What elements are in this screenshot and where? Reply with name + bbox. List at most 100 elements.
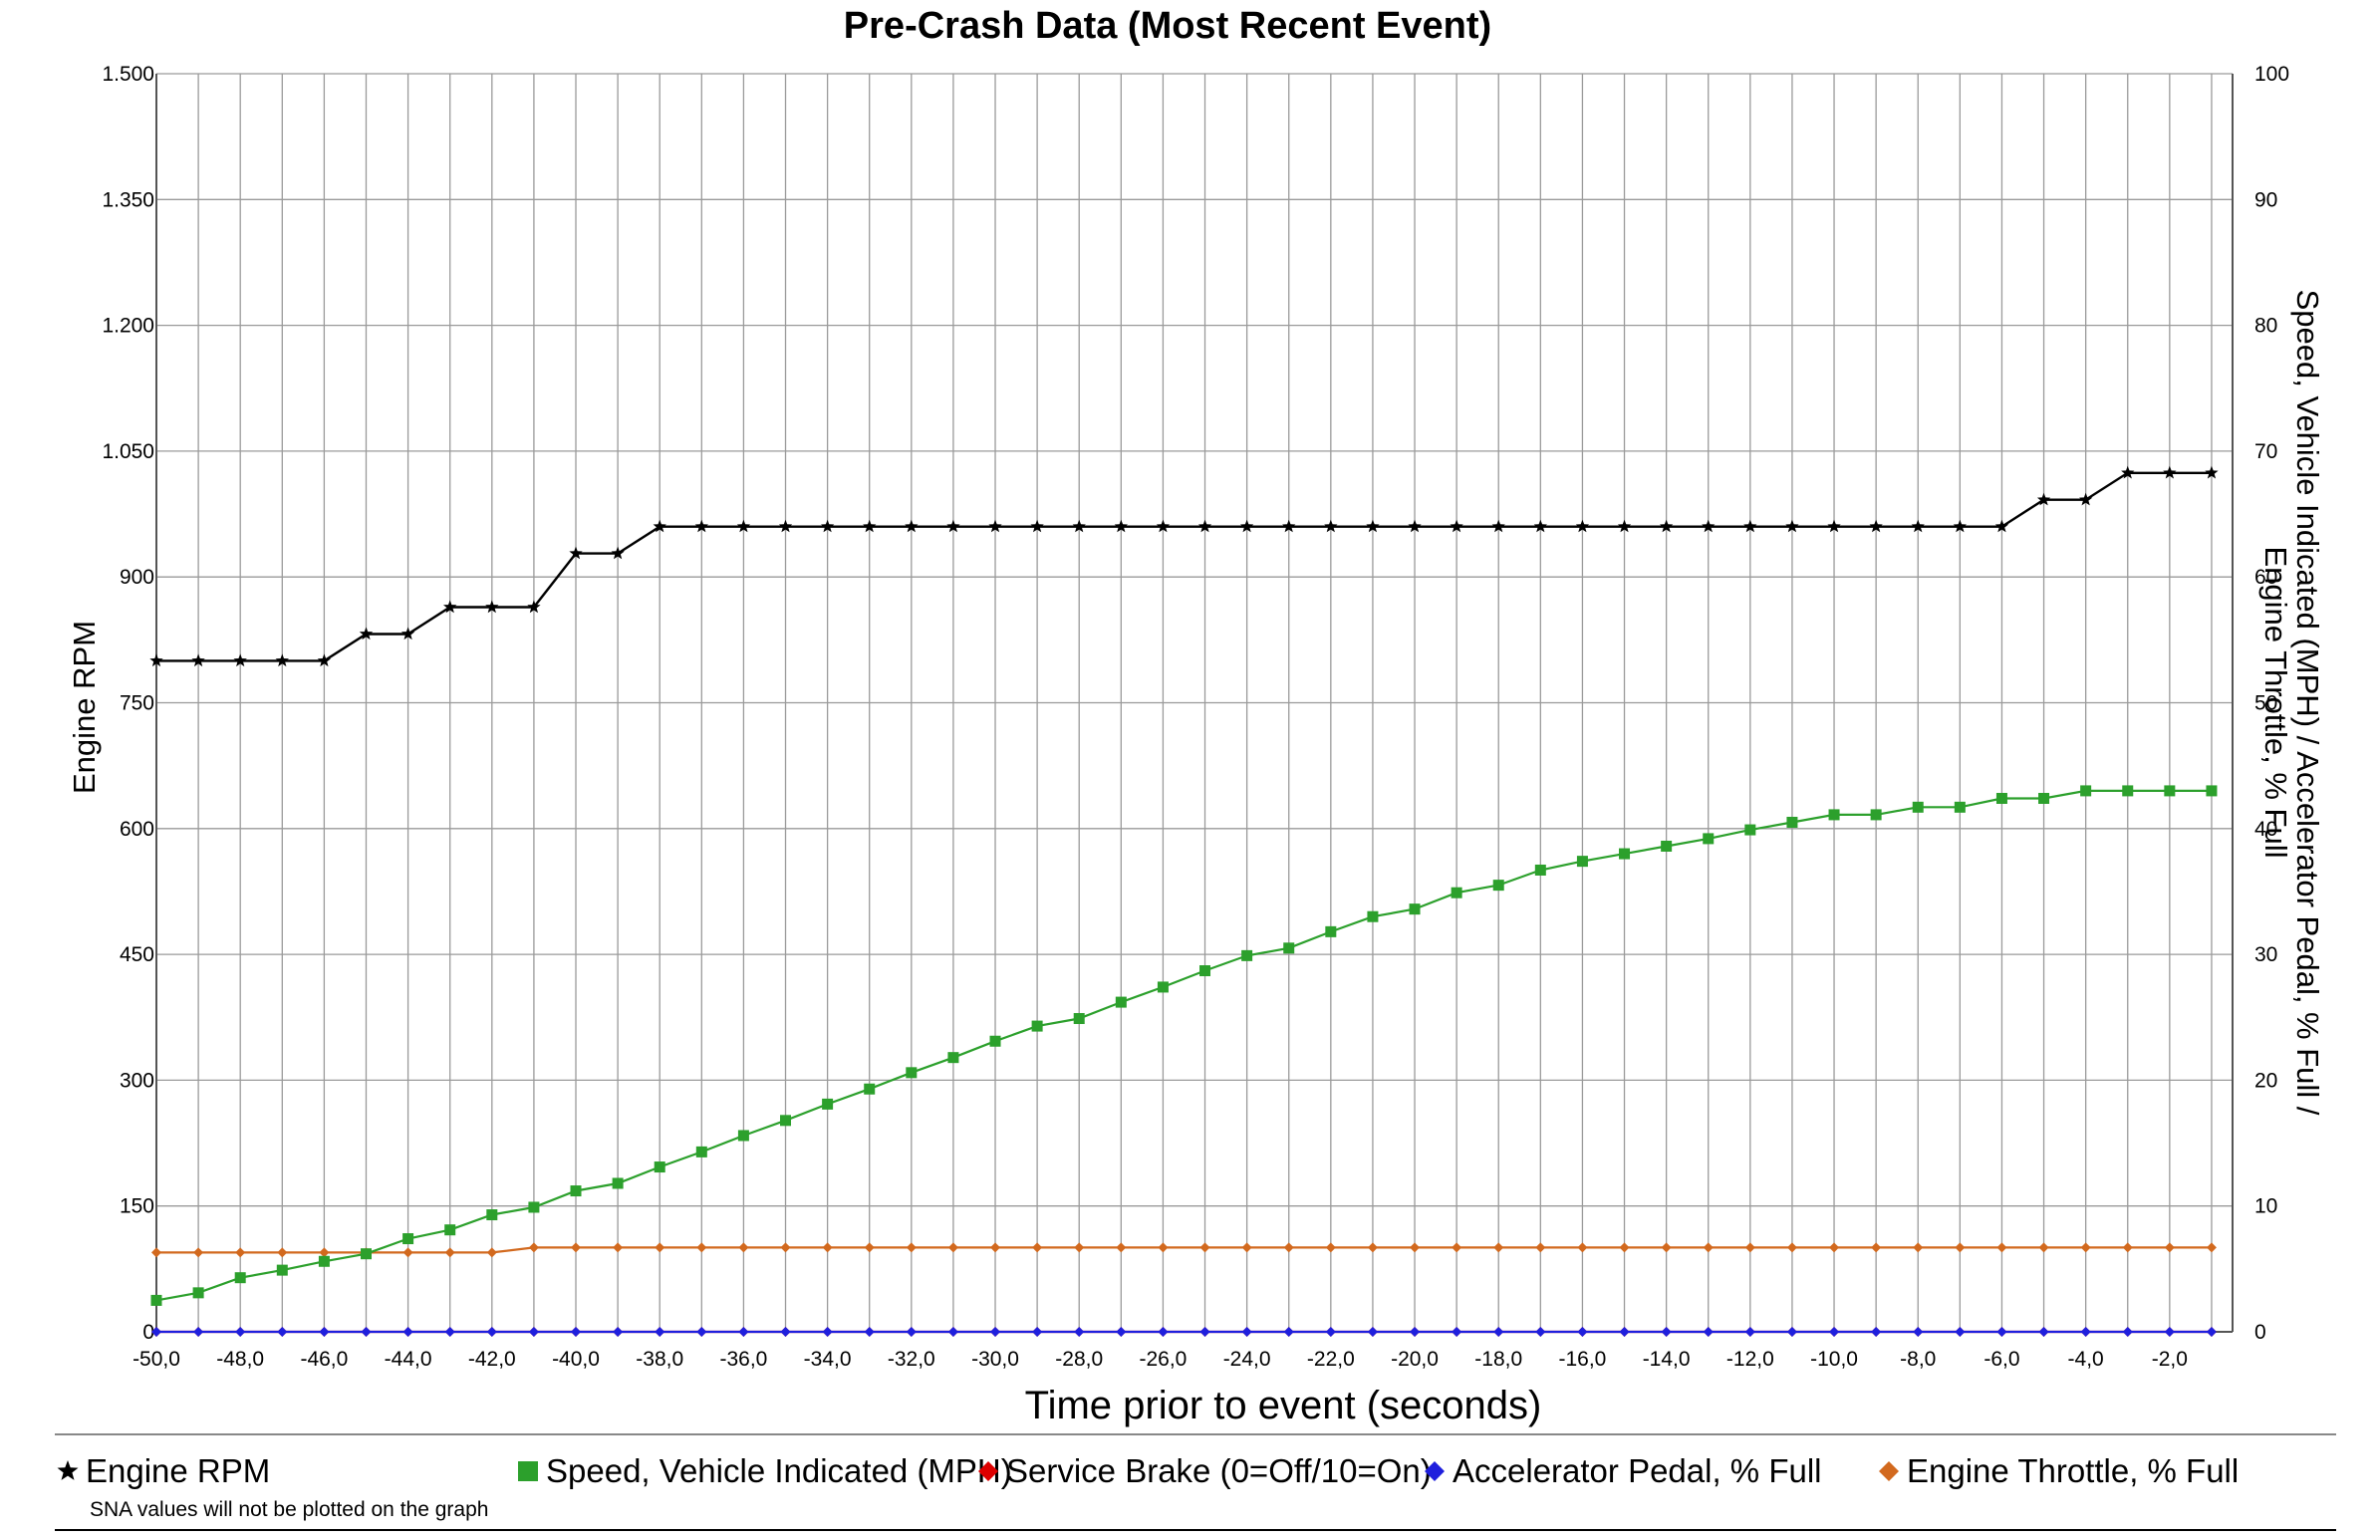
data-point (359, 627, 374, 641)
data-point (317, 653, 332, 667)
data-point (1072, 519, 1086, 533)
y-left-tick-label: 0 (142, 1321, 154, 1344)
x-tick-label: -36,0 (719, 1348, 767, 1371)
data-point (947, 1327, 958, 1337)
data-point (1828, 809, 1840, 821)
data-point (654, 1161, 665, 1173)
y-left-tick-label: 150 (120, 1195, 154, 1218)
y-right-tick-label: 100 (2254, 63, 2289, 86)
x-tick-label: -50,0 (132, 1348, 180, 1371)
data-point (444, 1224, 456, 1236)
data-point (2206, 1327, 2217, 1337)
data-point (1367, 910, 1379, 922)
data-point (319, 1247, 330, 1258)
data-point (1911, 519, 1925, 533)
data-point (1451, 887, 1462, 898)
data-point (2038, 1242, 2049, 1253)
data-point (1409, 903, 1421, 915)
data-point (1870, 809, 1882, 821)
data-point (234, 1272, 246, 1284)
data-point (192, 1287, 204, 1299)
data-point (1955, 1327, 1966, 1337)
series-engine-throttle-full (151, 1242, 2217, 1258)
legend-note: SNA values will not be plotted on the gr… (90, 1498, 488, 1521)
data-point (1744, 824, 1756, 836)
series-line (155, 789, 2212, 1302)
data-point (1955, 1242, 1966, 1253)
data-point (486, 1327, 497, 1337)
data-point (1410, 1327, 1421, 1337)
data-point (1031, 1020, 1043, 1032)
data-point (906, 1067, 918, 1079)
x-tick-label: -8,0 (1900, 1348, 1936, 1371)
data-point (2206, 785, 2218, 797)
data-point (1871, 1327, 1882, 1337)
data-point (1785, 519, 1799, 533)
data-point (1660, 519, 1674, 533)
legend-label: Engine Throttle, % Full (1907, 1452, 2239, 1489)
data-point (1367, 1327, 1378, 1337)
legend-marker-star-icon (57, 1460, 79, 1480)
x-tick-label: -22,0 (1307, 1348, 1355, 1371)
data-point (2205, 465, 2219, 479)
data-point (1032, 1327, 1043, 1337)
data-point (1324, 519, 1338, 533)
x-tick-label: -26,0 (1139, 1348, 1187, 1371)
data-point (906, 1242, 917, 1253)
y-right-tick-label: 60 (2254, 566, 2277, 589)
data-point (738, 1242, 749, 1253)
data-point (233, 653, 247, 667)
legend-label: Speed, Vehicle Indicated (MPH) (546, 1452, 1012, 1489)
data-point (1074, 1327, 1085, 1337)
data-point (1534, 864, 1546, 876)
data-point (1491, 519, 1505, 533)
data-point (569, 546, 583, 560)
data-point (402, 1247, 413, 1258)
data-point (1240, 519, 1254, 533)
y-left-tick-label: 1.350 (102, 188, 154, 211)
data-point (778, 519, 793, 533)
data-point (2164, 1327, 2175, 1337)
data-point (570, 1185, 582, 1197)
data-point (737, 1130, 749, 1142)
data-point (402, 1233, 414, 1245)
y-right-tick-label: 20 (2254, 1069, 2277, 1092)
x-tick-label: -42,0 (468, 1348, 516, 1371)
data-point (150, 1294, 162, 1306)
data-point (655, 1327, 665, 1337)
data-point (528, 1201, 540, 1213)
data-point (1535, 1242, 1546, 1253)
legend-label: Engine RPM (86, 1452, 270, 1489)
data-point (989, 1035, 1001, 1047)
data-point (612, 1177, 624, 1189)
data-point (1577, 1327, 1588, 1337)
data-point (2038, 792, 2050, 804)
data-point (1156, 519, 1171, 533)
data-point (1366, 519, 1380, 533)
data-point (191, 653, 205, 667)
y-right-tick-label: 90 (2254, 188, 2277, 211)
data-point (1325, 1327, 1336, 1337)
data-point (1871, 1242, 1882, 1253)
chart-title: Pre-Crash Data (Most Recent Event) (844, 5, 1491, 47)
data-point (1617, 519, 1632, 533)
legend-entry: Speed, Vehicle Indicated (MPH) (518, 1452, 1012, 1489)
series-accelerator-pedal-full (151, 1327, 2217, 1337)
legend-entry: Engine RPM (57, 1452, 270, 1489)
data-point (988, 519, 1002, 533)
data-point (822, 1098, 834, 1110)
x-tick-label: -32,0 (888, 1348, 935, 1371)
data-point (193, 1247, 204, 1258)
data-point (780, 1327, 791, 1337)
data-point (277, 1247, 288, 1258)
data-point (1619, 1242, 1630, 1253)
data-point (151, 1327, 161, 1337)
data-point (1703, 1242, 1714, 1253)
data-point (1158, 1327, 1169, 1337)
data-point (1452, 1242, 1462, 1253)
x-tick-label: -48,0 (216, 1348, 264, 1371)
data-point (822, 1327, 833, 1337)
legend-marker-square-icon (518, 1461, 538, 1481)
series-line (156, 1246, 2212, 1254)
data-point (864, 1083, 876, 1095)
